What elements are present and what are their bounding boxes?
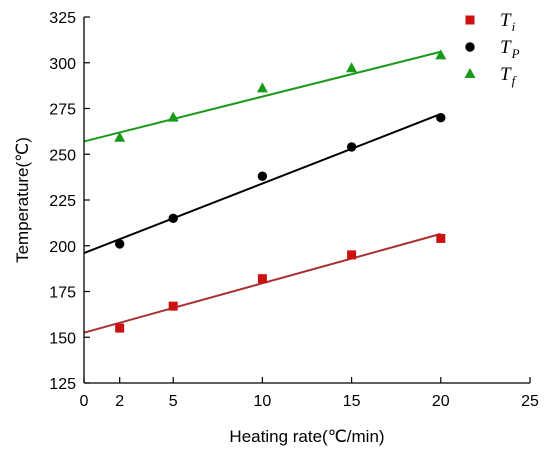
fit-line-f — [83, 50, 442, 143]
x-tick-label: 20 — [432, 393, 450, 410]
data-point-p — [346, 142, 357, 152]
x-tick-label: 25 — [521, 393, 539, 410]
y-tick-label: 225 — [49, 193, 76, 210]
x-tick-label: 10 — [254, 393, 272, 410]
x-tick-label: 2 — [115, 393, 124, 410]
legend-marker-f — [464, 68, 476, 78]
legend-label-f: Tf — [500, 64, 518, 88]
data-point-f — [435, 49, 447, 60]
y-tick-label: 325 — [49, 10, 76, 27]
y-tick-label: 200 — [49, 239, 76, 256]
plot-area — [83, 49, 447, 334]
legend: Ti TP Tf — [464, 10, 520, 88]
x-axis-title: Heating rate(℃/min) — [229, 427, 384, 446]
axes — [83, 17, 530, 384]
y-tick-label: 275 — [49, 102, 76, 119]
y-tick-label: 300 — [49, 56, 76, 73]
data-point-i — [347, 250, 357, 260]
data-point-f — [167, 111, 179, 122]
fit-line-p — [83, 113, 442, 255]
legend-label-i: Ti — [500, 10, 516, 34]
legend-label-p: TP — [500, 37, 520, 61]
data-point-p — [114, 239, 125, 249]
y-tick-label: 125 — [49, 376, 76, 393]
x-tick-label: 5 — [169, 393, 178, 410]
data-point-f — [256, 82, 268, 93]
legend-marker-p — [465, 42, 475, 52]
y-tick-label: 175 — [49, 285, 76, 302]
data-point-p — [257, 171, 268, 181]
x-tick-label: 15 — [343, 393, 361, 410]
data-point-i — [257, 274, 267, 284]
data-point-f — [346, 62, 358, 73]
x-tick-label: 0 — [80, 393, 89, 410]
y-tick-label: 250 — [49, 147, 76, 164]
data-point-i — [115, 323, 125, 333]
y-tick-label: 150 — [49, 330, 76, 347]
fit-line-i — [83, 232, 442, 334]
data-point-p — [436, 112, 446, 123]
legend-marker-i — [465, 15, 475, 25]
data-point-f — [114, 131, 126, 142]
y-axis-title: Temperature(℃) — [13, 137, 32, 263]
data-point-i — [436, 233, 446, 243]
data-point-p — [168, 213, 178, 223]
data-point-i — [168, 301, 178, 311]
